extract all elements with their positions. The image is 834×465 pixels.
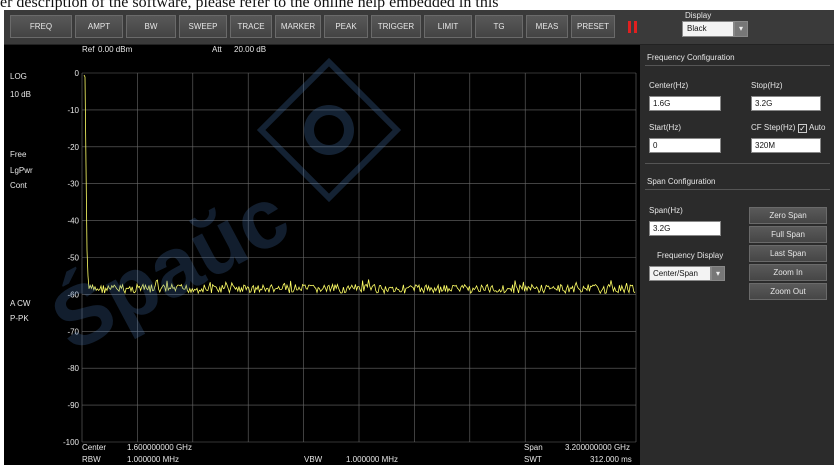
- y-tick-label: -80: [67, 364, 79, 373]
- swt-value: 312.000 ms: [590, 455, 632, 464]
- freq-button[interactable]: FREQ: [10, 15, 72, 38]
- rbw-label: RBW: [82, 455, 101, 464]
- top-toolbar: FREQ AMPT BW SWEEP TRACE MARKER PEAK TRI…: [4, 10, 834, 45]
- y-tick-label: -20: [67, 143, 79, 152]
- center-value: 1.600000000 GHz: [127, 443, 192, 452]
- peak-button[interactable]: PEAK: [324, 15, 368, 38]
- plot-grid: [81, 72, 637, 443]
- stop-field-label: Stop(Hz): [751, 81, 783, 90]
- att-value: 20.00 dB: [234, 45, 267, 54]
- center-field-label: Center(Hz): [649, 81, 689, 90]
- zoom-out-button[interactable]: Zoom Out: [749, 283, 827, 300]
- trace-detector-label: P-PK: [10, 314, 29, 323]
- freq-config-title: Frequency Configuration: [647, 53, 735, 62]
- sweep-mode-label: Cont: [10, 181, 27, 190]
- vbw-label: VBW: [304, 455, 323, 464]
- cf-step-input[interactable]: 320M: [751, 138, 821, 153]
- start-field-label: Start(Hz): [649, 123, 681, 132]
- spectrum-trace: [83, 74, 636, 295]
- trace-button[interactable]: TRACE: [230, 15, 272, 38]
- span-config-title: Span Configuration: [647, 177, 716, 186]
- zero-span-button[interactable]: Zero Span: [749, 207, 827, 224]
- start-freq-input[interactable]: 0: [649, 138, 721, 153]
- trace-mode-label: A CW: [10, 299, 31, 308]
- y-tick-label: -40: [67, 217, 79, 226]
- pause-icon[interactable]: [628, 21, 637, 33]
- marker-button[interactable]: MARKER: [275, 15, 321, 38]
- span-label: Span: [524, 443, 543, 452]
- vbw-value: 1.000000 MHz: [346, 455, 399, 464]
- center-freq-input[interactable]: 1.6G: [649, 96, 721, 111]
- full-span-button[interactable]: Full Span: [749, 226, 827, 243]
- display-select[interactable]: Black: [682, 21, 734, 37]
- scale-div-label: 10 dB: [10, 90, 31, 99]
- center-label: Center: [82, 443, 107, 452]
- auto-checkbox[interactable]: ✓: [798, 124, 807, 133]
- stop-freq-input[interactable]: 3.2G: [751, 96, 821, 111]
- ref-label: Ref: [82, 45, 95, 54]
- span-field-label: Span(Hz): [649, 206, 683, 215]
- y-tick-label: -30: [67, 180, 79, 189]
- zoom-in-button[interactable]: Zoom In: [749, 264, 827, 281]
- document-caption-line: er description of the software, please r…: [0, 0, 499, 10]
- att-label: Att: [212, 45, 222, 54]
- meas-button[interactable]: MEAS: [526, 15, 568, 38]
- swt-label: SWT: [524, 455, 542, 464]
- span-input[interactable]: 3.2G: [649, 221, 721, 236]
- ampt-button[interactable]: AMPT: [75, 15, 123, 38]
- y-tick-label: -70: [67, 327, 79, 336]
- last-span-button[interactable]: Last Span: [749, 245, 827, 262]
- freq-display-label: Frequency Display: [657, 251, 724, 260]
- y-tick-label: 0: [75, 69, 80, 78]
- y-tick-labels: 0 -10 -20 -30 -40 -50 -60 -70 -80 -90 -100: [63, 69, 80, 447]
- bw-button[interactable]: BW: [126, 15, 176, 38]
- display-label: Display: [685, 11, 712, 20]
- settings-panel: Frequency Configuration Center(Hz) 1.6G …: [641, 45, 834, 465]
- chevron-down-icon[interactable]: ▾: [734, 21, 748, 37]
- y-tick-label: -90: [67, 401, 79, 410]
- detector-label: LgPwr: [10, 166, 33, 175]
- y-tick-label: -10: [67, 106, 79, 115]
- scale-mode-label: LOG: [10, 72, 27, 81]
- y-tick-label: -60: [67, 290, 79, 299]
- spectrum-graph: 0 -10 -20 -30 -40 -50 -60 -70 -80 -90 -100: [63, 69, 637, 447]
- span-value: 3.200000000 GHz: [565, 443, 630, 452]
- cf-step-label: CF Step(Hz): [751, 123, 796, 132]
- spectrum-plot: 0 -10 -20 -30 -40 -50 -60 -70 -80 -90 -100 LOG 10 …: [4, 45, 640, 465]
- sweep-button[interactable]: SWEEP: [179, 15, 227, 38]
- limit-button[interactable]: LIMIT: [424, 15, 472, 38]
- trigger-button[interactable]: TRIGGER: [371, 15, 421, 38]
- y-tick-label: -50: [67, 254, 79, 263]
- trigger-mode-label: Free: [10, 150, 27, 159]
- y-tick-label: -100: [63, 438, 80, 447]
- freq-display-select[interactable]: Center/Span: [649, 266, 711, 281]
- spectrum-analyzer-window: FREQ AMPT BW SWEEP TRACE MARKER PEAK TRI…: [4, 10, 834, 465]
- rbw-value: 1.000000 MHz: [127, 455, 180, 464]
- tg-button[interactable]: TG: [475, 15, 523, 38]
- auto-label: Auto: [809, 123, 826, 132]
- chevron-down-icon[interactable]: ▾: [711, 266, 725, 281]
- ref-value: 0.00 dBm: [98, 45, 133, 54]
- preset-button[interactable]: PRESET: [571, 15, 615, 38]
